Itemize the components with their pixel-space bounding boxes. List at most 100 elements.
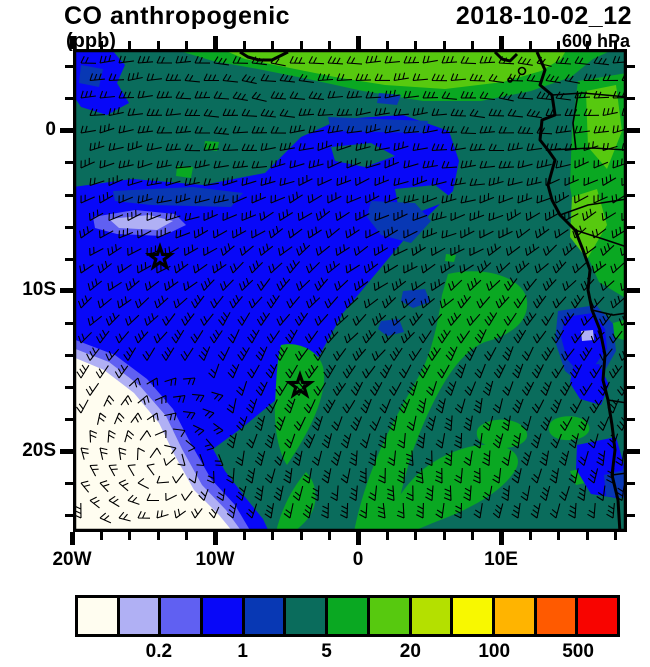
country-border [591, 309, 627, 316]
map-canvas [73, 49, 627, 532]
tick-mark [529, 532, 532, 540]
units-label: (ppb) [66, 30, 116, 52]
country-border [547, 147, 627, 151]
contour-region [549, 416, 590, 441]
lon-tick-label: 20W [52, 549, 92, 570]
map-frame [73, 49, 627, 532]
tick-mark [65, 65, 73, 68]
tick-mark [157, 532, 160, 540]
contour-region [79, 65, 103, 87]
datetime-label: 2018-10-02_12 [455, 2, 632, 30]
star-marker [284, 370, 316, 399]
tick-mark [614, 41, 617, 49]
lat-tick-label: 0 [45, 119, 56, 140]
colorbar-cell [491, 598, 534, 634]
colorbar-tick-label: 5 [321, 641, 332, 662]
tick-mark [300, 41, 303, 49]
contour-region [113, 187, 243, 207]
tick-mark [627, 449, 640, 454]
contour-region [378, 319, 404, 336]
country-border [559, 198, 627, 216]
lake-outline [517, 66, 527, 76]
contour-region [176, 166, 193, 178]
tick-mark [328, 41, 331, 49]
tick-mark [300, 532, 303, 540]
tick-mark [414, 532, 417, 540]
tick-mark [157, 41, 160, 49]
colorbar-tick-label: 1 [237, 641, 248, 662]
contour-region [609, 237, 627, 263]
tick-mark [471, 532, 474, 540]
tick-mark [243, 41, 246, 49]
colorbar-cell [78, 598, 117, 634]
tick-mark [627, 514, 635, 517]
tick-mark [627, 288, 640, 293]
tick-mark [627, 482, 635, 485]
tick-mark [627, 226, 635, 229]
tick-mark [586, 41, 589, 49]
tick-mark [627, 386, 635, 389]
lon-tick-label: 0 [352, 549, 364, 570]
country-border [551, 92, 627, 98]
colorbar-tick-label: 0.2 [145, 641, 173, 662]
tick-mark [100, 41, 103, 49]
tick-mark [185, 41, 188, 49]
contour-region [561, 313, 607, 373]
colorbar-tick-label: 100 [478, 641, 511, 662]
colorbar-tick-label: 500 [562, 641, 594, 662]
tick-mark [557, 532, 560, 540]
tick-mark [627, 161, 635, 164]
colorbar-cell [325, 598, 367, 634]
tick-mark [213, 532, 218, 545]
tick-mark [128, 41, 131, 49]
tick-mark [627, 354, 635, 357]
coastline [239, 50, 289, 62]
tick-mark [65, 258, 73, 261]
tick-mark [65, 161, 73, 164]
tick-mark [627, 322, 635, 325]
contour-region [354, 271, 528, 532]
tick-mark [328, 532, 331, 540]
tick-mark [356, 532, 361, 545]
tick-mark [65, 386, 73, 389]
tick-mark [243, 532, 246, 540]
tick-mark [386, 532, 389, 540]
coastline [535, 51, 622, 532]
colorbar [75, 595, 620, 637]
colorbar-cell [450, 598, 492, 634]
lon-tick-label: 10E [484, 549, 518, 570]
tick-mark [70, 532, 75, 545]
contour-region [73, 49, 129, 115]
tick-mark [185, 532, 188, 540]
tick-mark [471, 41, 474, 49]
pressure-level-label: 600 hPa [561, 31, 630, 51]
colorbar-cell [241, 598, 284, 634]
colorbar-cell [200, 598, 242, 634]
tick-mark [557, 41, 560, 49]
tick-mark [271, 532, 274, 540]
contour-region [109, 215, 173, 230]
tick-mark [65, 482, 73, 485]
tick-mark [614, 532, 617, 540]
colorbar-cell [533, 598, 576, 634]
colorbar-cell [116, 598, 159, 634]
star-marker [144, 242, 176, 271]
map-content [73, 49, 627, 532]
tick-mark [499, 532, 504, 545]
tick-mark [60, 128, 73, 133]
tick-mark [70, 36, 75, 49]
tick-mark [65, 514, 73, 517]
tick-mark [213, 36, 218, 49]
tick-mark [65, 322, 73, 325]
tick-mark [627, 418, 635, 421]
tick-mark [443, 532, 446, 540]
lon-tick-label: 10W [195, 549, 235, 570]
tick-mark [586, 532, 589, 540]
tick-mark [627, 258, 635, 261]
tick-mark [356, 36, 361, 49]
tick-mark [65, 354, 73, 357]
contour-region [445, 254, 456, 262]
tick-mark [100, 532, 103, 540]
plot-title: CO anthropogenic [64, 2, 291, 30]
colorbar-cell [366, 598, 409, 634]
